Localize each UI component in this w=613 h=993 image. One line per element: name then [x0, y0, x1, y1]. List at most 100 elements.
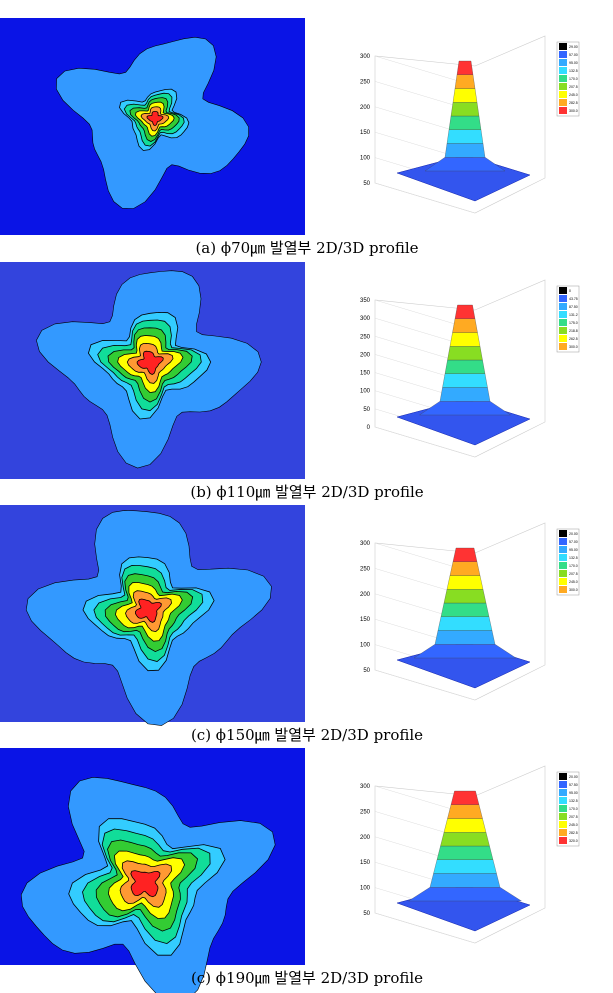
legend-swatch	[559, 554, 567, 561]
legend-swatch	[559, 335, 567, 342]
legend-swatch	[559, 781, 567, 788]
legend-swatch	[559, 51, 567, 58]
legend-swatch	[559, 813, 567, 820]
z-tick-label: 300	[360, 316, 371, 322]
legend-label: 87.50	[569, 305, 578, 309]
legend-label: 132.5	[569, 69, 578, 73]
panel: 300 250 200 150 100 50 20.00 57.00 95.00 132.5 170…	[0, 505, 580, 744]
grid-line	[374, 669, 476, 701]
legend-swatch	[559, 821, 567, 828]
legend-swatch	[559, 578, 567, 585]
legend-swatch	[559, 303, 567, 310]
z-tick-label: 250	[360, 809, 371, 815]
legend-label: 282.5	[569, 831, 578, 835]
legend-label: 20.00	[569, 532, 578, 536]
surface-band	[450, 102, 480, 117]
panel: 300 250 200 150 100 50 20.00 57.50 95.00 132.5 170…	[0, 748, 580, 993]
z-tick-label: 50	[363, 407, 370, 413]
surface-band	[447, 346, 483, 361]
z-tick-label: 0	[367, 425, 371, 431]
z-tick-label: 300	[360, 784, 371, 790]
legend-label: 170.0	[569, 77, 578, 81]
legend-label: 95.00	[569, 61, 578, 65]
surface-band	[449, 332, 481, 347]
legend-swatch	[559, 530, 567, 537]
surface-band	[446, 575, 484, 590]
z-tick-label: 150	[360, 617, 371, 623]
surface-band	[433, 859, 497, 874]
surface-band	[452, 547, 478, 562]
surface-band	[442, 373, 488, 388]
z-tick-label: 150	[360, 130, 371, 136]
legend-swatch	[559, 75, 567, 82]
surface-band	[444, 359, 486, 374]
legend-label: 245.0	[569, 823, 578, 827]
surface-band	[437, 616, 493, 631]
z-tick-label: 200	[360, 835, 371, 841]
caption: (c) ϕ150㎛ 발열부 2D/3D profile	[191, 726, 423, 744]
legend-swatch	[559, 562, 567, 569]
legend-swatch	[559, 295, 567, 302]
z-tick-label: 250	[360, 566, 371, 572]
legend-label: 0	[569, 289, 571, 293]
caption: (b) ϕ110㎛ 발열부 2D/3D profile	[190, 483, 423, 501]
legend-swatch	[559, 789, 567, 796]
legend-label: 175.0	[569, 321, 578, 325]
legend-swatch	[559, 43, 567, 50]
z-tick-label: 100	[360, 643, 371, 649]
z-tick-label: 200	[360, 105, 371, 111]
legend-label: 132.5	[569, 799, 578, 803]
grid-line	[374, 912, 476, 944]
surface-band	[456, 60, 474, 75]
z-tick-label: 50	[363, 911, 370, 917]
z-tick-label: 100	[360, 886, 371, 892]
legend-swatch	[559, 287, 567, 294]
legend-label: 300.0	[569, 588, 578, 592]
z-tick-label: 50	[363, 668, 370, 674]
surface-band	[424, 157, 506, 172]
surface-band	[454, 304, 476, 319]
legend-label: 300.0	[569, 345, 578, 349]
contour-ring	[130, 870, 161, 898]
panel: 300 250 200 150 100 50 29.00 57.00 95.00 132.5 170…	[0, 18, 580, 257]
legend-swatch	[559, 805, 567, 812]
legend-label: 262.5	[569, 337, 578, 341]
surface-band	[439, 387, 491, 402]
legend-label: 170.0	[569, 807, 578, 811]
legend-label: 57.50	[569, 783, 578, 787]
legend-label: 207.5	[569, 85, 578, 89]
legend-label: 29.00	[569, 45, 578, 49]
surface-band	[444, 143, 486, 158]
legend-swatch	[559, 311, 567, 318]
legend-swatch	[559, 797, 567, 804]
surface-band	[429, 873, 501, 888]
legend-label: 245.0	[569, 580, 578, 584]
legend-swatch	[559, 546, 567, 553]
legend-label: 218.8	[569, 329, 578, 333]
legend-swatch	[559, 343, 567, 350]
legend-swatch	[559, 91, 567, 98]
legend-swatch	[559, 829, 567, 836]
surface-band	[454, 74, 476, 89]
legend-swatch	[559, 773, 567, 780]
surface-band	[407, 887, 523, 902]
z-tick-label: 150	[360, 860, 371, 866]
legend-label: 300.0	[569, 109, 578, 113]
surface-band	[449, 561, 481, 576]
surface-band	[413, 644, 517, 659]
surface-band	[446, 129, 484, 144]
legend-swatch	[559, 586, 567, 593]
legend-label: 207.5	[569, 572, 578, 576]
legend-swatch	[559, 67, 567, 74]
grid-line	[374, 182, 476, 214]
legend-label: 131.2	[569, 313, 578, 317]
z-tick-label: 300	[360, 54, 371, 60]
legend-swatch	[559, 107, 567, 114]
z-tick-label: 150	[360, 371, 371, 377]
surface-band	[452, 318, 478, 333]
surface-band	[440, 832, 490, 847]
legend-swatch	[559, 538, 567, 545]
legend-swatch	[559, 837, 567, 844]
surface-band	[448, 115, 482, 130]
